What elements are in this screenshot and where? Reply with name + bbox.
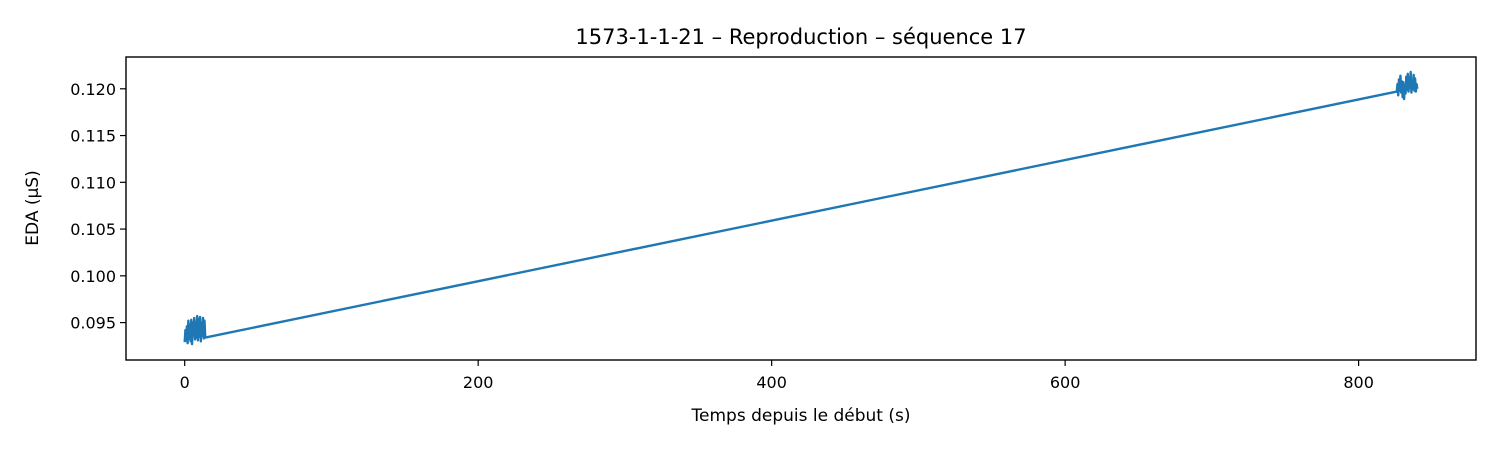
chart-title: 1573-1-1-21 – Reproduction – séquence 17 <box>575 25 1026 49</box>
y-tick-label: 0.100 <box>70 267 116 286</box>
y-tick-label: 0.115 <box>70 127 116 146</box>
series-line-0 <box>183 70 1419 346</box>
plot-area <box>183 70 1419 346</box>
x-tick-label: 0 <box>180 373 190 392</box>
y-axis-label: EDA (µS) <box>23 170 43 245</box>
x-tick-label: 200 <box>463 373 494 392</box>
x-axis: 0 200 400 600 800 <box>180 360 1374 392</box>
x-axis-label: Temps depuis le début (s) <box>691 406 911 426</box>
x-tick-label: 600 <box>1050 373 1081 392</box>
plot-frame <box>125 56 1477 361</box>
y-tick-label: 0.105 <box>70 220 116 239</box>
x-tick-label: 400 <box>756 373 787 392</box>
y-tick-label: 0.120 <box>70 80 116 99</box>
y-tick-label: 0.095 <box>70 314 116 333</box>
y-tick-label: 0.110 <box>70 173 116 192</box>
y-axis: 0.095 0.100 0.105 0.110 0.115 0.120 <box>70 80 126 333</box>
x-tick-label: 800 <box>1343 373 1374 392</box>
